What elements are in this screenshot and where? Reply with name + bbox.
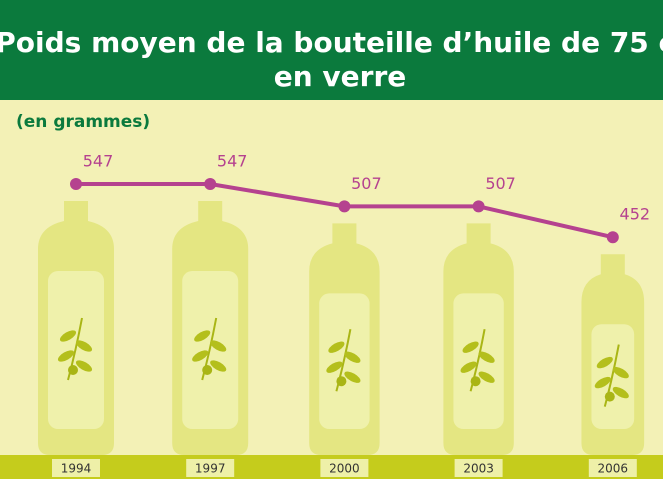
olive-leaf	[344, 371, 361, 383]
header	[0, 0, 663, 100]
olive-leaf	[478, 351, 495, 363]
olive-leaf	[210, 360, 227, 372]
x-tick-label: 2006	[598, 462, 629, 476]
subtitle: (en grammes)	[16, 112, 150, 132]
olive-leaf	[59, 330, 77, 342]
chart-title: en verre	[274, 60, 407, 93]
x-label-box	[454, 459, 503, 477]
olive-leaf	[596, 356, 613, 369]
x-label-box	[588, 459, 637, 477]
data-label: 452	[620, 205, 651, 224]
olive-stem	[603, 344, 620, 407]
x-label-box	[186, 459, 235, 477]
data-point	[338, 200, 351, 213]
olive-leaf	[344, 351, 361, 363]
olive-leaf	[460, 361, 477, 373]
data-point	[70, 178, 82, 190]
x-tick-label: 2000	[329, 462, 360, 476]
olive-leaf	[75, 360, 93, 372]
data-point	[472, 200, 485, 213]
olive-leaf	[328, 341, 345, 353]
olive-leaf	[612, 366, 629, 379]
x-tick-label: 1994	[61, 462, 92, 476]
data-label: 547	[83, 152, 114, 171]
data-label: 547	[217, 152, 248, 171]
olive	[604, 391, 615, 402]
x-tick-label: 2003	[463, 462, 494, 476]
olive-leaf	[210, 340, 227, 352]
olive-leaf	[57, 350, 75, 362]
olive	[202, 365, 213, 375]
olive-stem	[67, 317, 83, 381]
chart-title: Poids moyen de la bouteille d’huile de 7…	[0, 26, 663, 59]
olive-stem	[201, 317, 218, 381]
data-label: 507	[485, 174, 516, 193]
olive-leaf	[462, 341, 479, 353]
olive-leaf	[194, 330, 211, 342]
olive	[68, 365, 78, 375]
olive-stem	[335, 329, 352, 392]
olive-leaf	[326, 361, 343, 373]
data-point	[204, 178, 217, 190]
x-label-box	[320, 459, 369, 477]
x-tick-label: 1997	[195, 462, 226, 476]
olive-leaf	[612, 386, 629, 399]
olive	[470, 376, 481, 387]
x-label-box	[52, 459, 100, 477]
olive-stem	[469, 329, 486, 392]
olive-leaf	[594, 376, 611, 389]
olive-leaf	[75, 340, 93, 352]
olive-leaf	[478, 371, 495, 383]
olive	[336, 376, 347, 387]
olive-leaf	[192, 350, 209, 362]
data-point	[606, 231, 619, 244]
data-label: 507	[351, 174, 382, 193]
